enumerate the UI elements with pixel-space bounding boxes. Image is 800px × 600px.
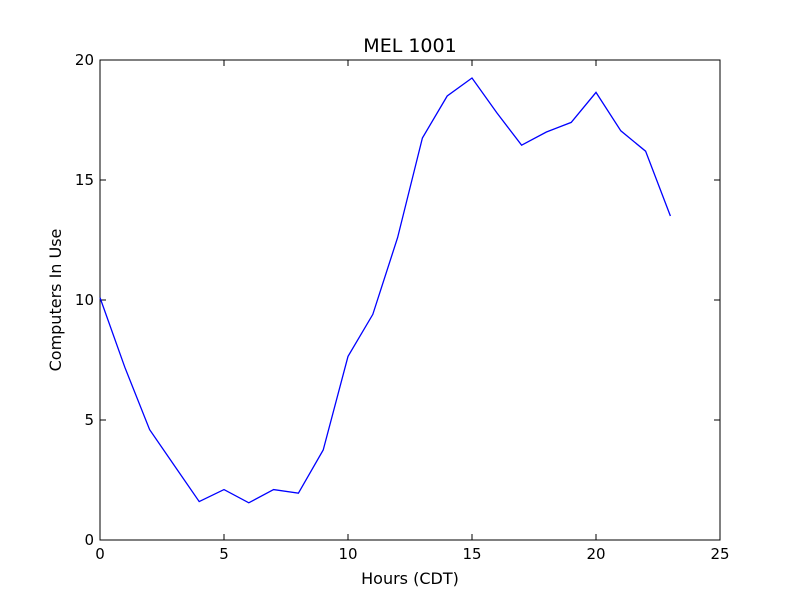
chart-title: MEL 1001 <box>363 35 456 57</box>
y-tick-label: 5 <box>84 411 94 429</box>
x-axis-label: Hours (CDT) <box>361 569 459 588</box>
x-tick-label: 20 <box>586 545 605 563</box>
y-tick-label: 15 <box>75 171 94 189</box>
x-tick-label: 15 <box>462 545 481 563</box>
x-tick-label: 0 <box>95 545 105 563</box>
y-tick-label: 10 <box>75 291 94 309</box>
x-tick-label: 25 <box>710 545 729 563</box>
plot-frame <box>99 59 721 541</box>
x-tick-label: 5 <box>219 545 229 563</box>
series-line <box>99 77 672 504</box>
y-tick-label: 0 <box>84 531 94 549</box>
x-tick-label: 10 <box>338 545 357 563</box>
y-tick-label: 20 <box>75 51 94 69</box>
axis-tick-labels: 0 5 10 15 20 25 0 5 10 15 20 <box>75 51 730 563</box>
y-axis-label: Computers In Use <box>46 229 65 372</box>
axis-ticks <box>99 59 721 541</box>
